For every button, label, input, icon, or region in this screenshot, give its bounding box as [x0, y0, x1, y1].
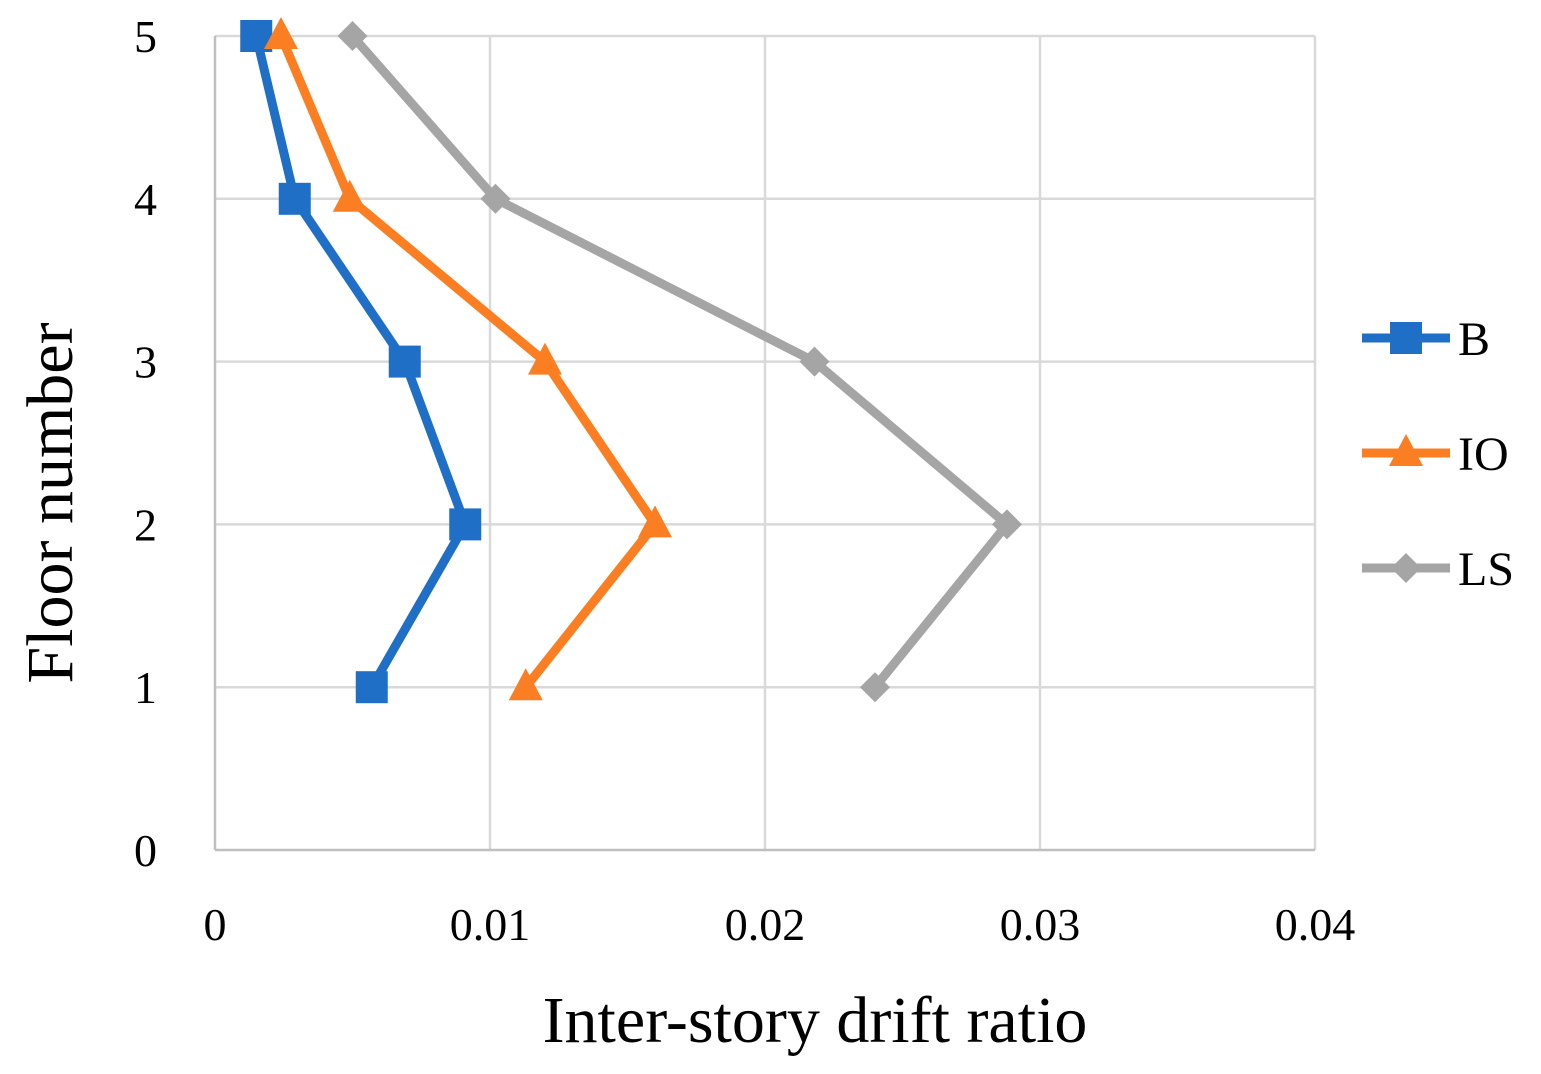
y-tick-label: 5: [134, 11, 157, 62]
data-point-io: [332, 179, 367, 212]
x-tick-label: 0.01: [450, 899, 531, 950]
data-point-ls: [799, 346, 830, 377]
x-tick-label: 0.02: [725, 899, 806, 950]
data-point-b: [388, 345, 421, 378]
data-point-ls: [480, 183, 511, 214]
series-lines: [240, 17, 1022, 704]
y-axis-title: Floor number: [14, 322, 87, 683]
legend-item-b: B: [1362, 313, 1490, 366]
x-tick-label: 0.04: [1275, 899, 1356, 950]
data-point-ls: [860, 672, 890, 703]
legend-label: IO: [1458, 428, 1509, 481]
legend-label: LS: [1458, 543, 1514, 596]
legend-marker: [1389, 434, 1423, 466]
x-tick-label: 0.03: [1000, 899, 1081, 950]
axes: [213, 36, 1315, 852]
data-point-b: [449, 508, 482, 541]
series-ls: [337, 21, 1022, 703]
legend-item-io: IO: [1362, 428, 1509, 481]
data-point-b: [355, 671, 388, 704]
tick-labels: 0 0.01 0.02 0.03 0.04 0 1 2 3 4 5: [134, 11, 1355, 950]
data-point-io: [508, 668, 543, 701]
series-io: [264, 17, 672, 701]
y-tick-label: 4: [134, 174, 157, 225]
legend-marker: [1391, 553, 1421, 583]
y-tick-label: 0: [134, 825, 157, 876]
data-point-io: [264, 17, 298, 49]
y-tick-label: 2: [134, 499, 157, 550]
data-point-io: [528, 342, 562, 375]
legend-item-ls: LS: [1362, 543, 1514, 596]
gridlines: [215, 34, 1317, 850]
legend-label: B: [1458, 313, 1490, 366]
legend-marker: [1390, 322, 1422, 354]
x-axis-title: Inter-story drift ratio: [543, 984, 1088, 1057]
data-point-ls: [337, 21, 368, 51]
data-point-io: [638, 505, 672, 538]
series-b: [240, 20, 482, 704]
x-tick-label: 0: [204, 899, 227, 950]
y-tick-label: 3: [134, 337, 157, 388]
data-point-ls: [992, 509, 1022, 540]
legend: B IO LS: [1362, 313, 1514, 596]
data-point-b: [278, 182, 311, 215]
y-tick-label: 1: [134, 662, 157, 713]
